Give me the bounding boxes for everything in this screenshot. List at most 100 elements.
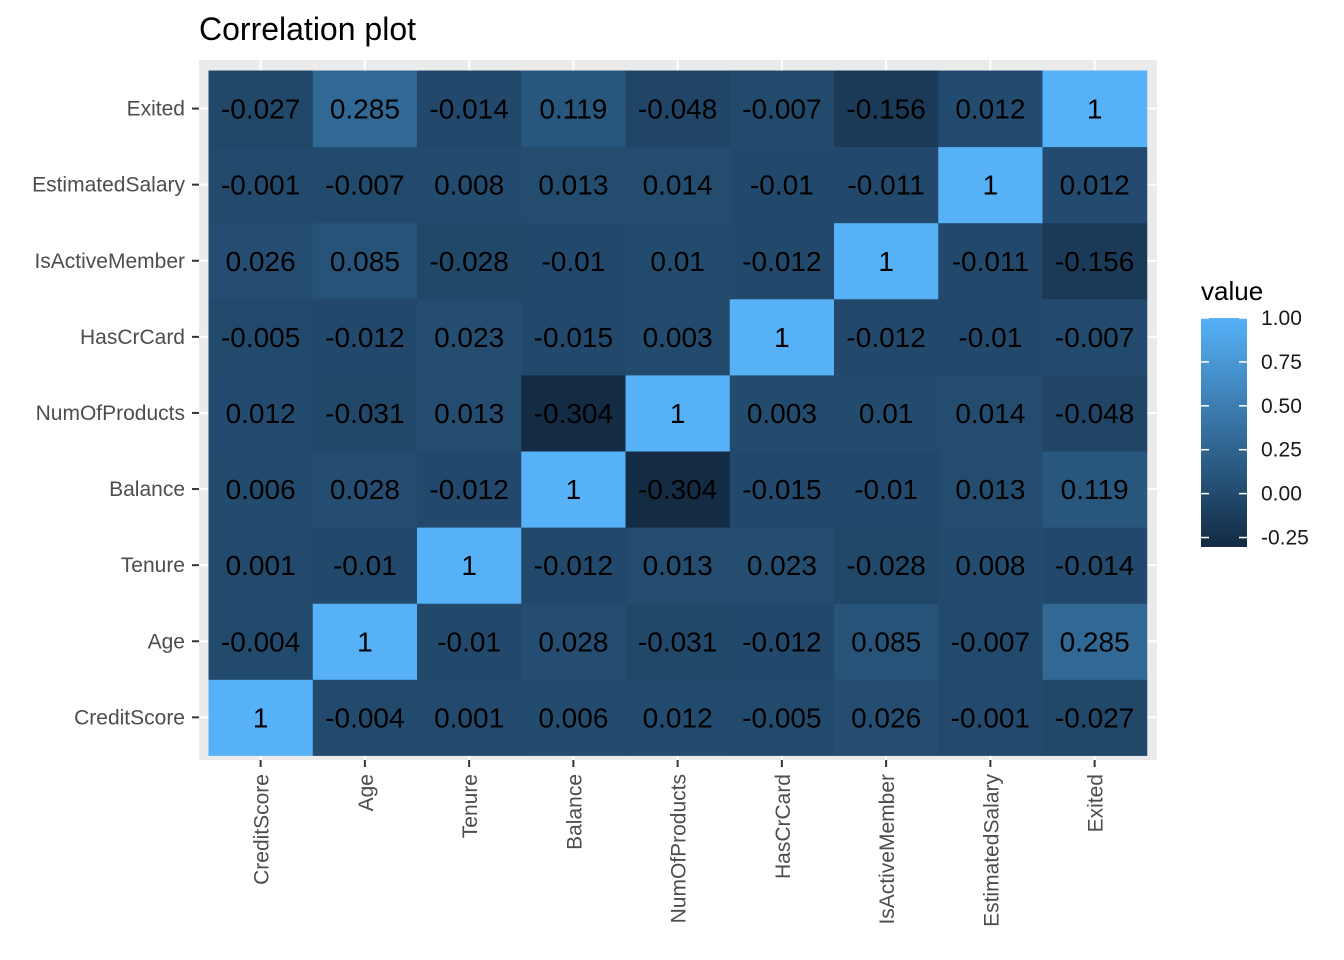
heatmap-cell	[521, 603, 626, 680]
cell-value-label: 0.008	[955, 550, 1025, 581]
x-axis: CreditScore Age Tenure Balance NumOfProducts…	[251, 760, 1108, 927]
cell-value-label: -0.015	[534, 322, 613, 353]
heatmap-cell	[521, 374, 626, 452]
y-tick-label: IsActiveMember	[34, 250, 185, 273]
heatmap-cell	[417, 527, 522, 604]
heatmap-cell	[625, 70, 731, 148]
heatmap-cell	[938, 451, 1043, 528]
y-tick-label: NumOfProducts	[36, 402, 185, 425]
cell-value-label: 0.023	[747, 550, 817, 581]
x-tick-label: EstimatedSalary	[980, 774, 1003, 927]
heatmap-cell	[521, 298, 626, 376]
heatmap-cell	[834, 603, 939, 680]
heatmap-cell	[834, 222, 939, 300]
cell-value-label: -0.01	[854, 474, 918, 505]
cell-value-label: 0.003	[643, 322, 713, 353]
x-tick-label: NumOfProducts	[668, 774, 691, 923]
y-tick-label: Balance	[109, 478, 185, 501]
heatmap-cell	[729, 222, 835, 300]
cell-value-label: 0.085	[851, 626, 921, 657]
cell-value-label: 1	[461, 550, 477, 581]
cell-value-label: -0.012	[846, 322, 925, 353]
cell-value-label: -0.001	[951, 702, 1030, 733]
heatmap-cell	[1042, 222, 1148, 300]
legend-title: value	[1201, 276, 1263, 306]
heatmap-cell	[417, 603, 522, 680]
cell-value-label: 0.006	[538, 702, 608, 733]
heatmap-cell	[834, 679, 939, 756]
heatmap-cell	[834, 146, 939, 224]
legend: value 1.00 0.75 0.50 0.25 0.00 -0.25	[1201, 276, 1309, 550]
heatmap-cell	[312, 222, 418, 300]
heatmap-cell	[938, 298, 1043, 376]
cell-value-label: -0.048	[1055, 398, 1134, 429]
heatmap-cell	[625, 603, 731, 680]
y-axis: CreditScore Age Tenure Balance NumOfProducts…	[32, 98, 199, 729]
heatmap-cell	[625, 527, 731, 604]
heatmap-cell	[521, 222, 626, 300]
cell-value-label: -0.012	[742, 626, 821, 657]
legend-tick-label: 0.25	[1261, 439, 1302, 462]
heatmap-cell	[625, 679, 731, 756]
heatmap-cell	[1042, 679, 1148, 756]
legend-tick-label: 0.50	[1261, 395, 1302, 418]
x-tick-label: HasCrCard	[772, 774, 795, 879]
heatmap-cell	[938, 527, 1043, 604]
heatmap-cell	[312, 451, 418, 528]
heatmap-cell	[417, 146, 522, 224]
y-tick-label: EstimatedSalary	[32, 174, 185, 197]
heatmap-cell	[521, 527, 626, 604]
x-tick-label: Tenure	[459, 774, 482, 838]
legend-tick-label: -0.25	[1261, 527, 1309, 550]
cell-value-label: -0.004	[221, 626, 300, 657]
cell-value-label: 0.012	[226, 398, 296, 429]
heatmap-cell	[417, 451, 522, 528]
heatmap-cell	[1042, 298, 1148, 376]
legend-ticks: 1.00 0.75 0.50 0.25 0.00 -0.25	[1201, 307, 1309, 550]
cell-value-label: -0.011	[952, 246, 1029, 277]
cell-value-label: -0.027	[221, 94, 300, 125]
heatmap-cell	[625, 298, 731, 376]
heatmap-cell	[729, 679, 835, 756]
heatmap-cell	[938, 679, 1043, 756]
heatmap-cell	[1042, 451, 1148, 528]
cell-value-label: -0.012	[325, 322, 404, 353]
heatmap-cell	[834, 298, 939, 376]
cell-value-label: 0.013	[434, 398, 504, 429]
heatmap-cell	[834, 374, 939, 452]
heatmap-cell	[1042, 527, 1148, 604]
cell-value-label: -0.031	[638, 626, 717, 657]
heatmap-cell	[521, 70, 626, 148]
heatmap-cell	[208, 679, 314, 756]
heatmap-cell	[208, 603, 314, 680]
cell-value-label: 1	[357, 626, 373, 657]
cell-value-label: -0.156	[1055, 246, 1134, 277]
cell-value-label: -0.304	[638, 474, 717, 505]
heatmap-cell	[312, 527, 418, 604]
heatmap-cell	[834, 451, 939, 528]
cell-value-label: 1	[253, 702, 269, 733]
cell-value-label: -0.011	[847, 170, 924, 201]
chart-title: Correlation plot	[199, 11, 416, 47]
legend-tick-label: 0.75	[1261, 351, 1302, 374]
cell-value-label: -0.005	[742, 702, 821, 733]
heatmap-cell	[625, 374, 731, 452]
cell-value-label: 0.001	[434, 702, 504, 733]
cell-value-label: 1	[878, 246, 894, 277]
heatmap-cell	[417, 374, 522, 452]
cell-value-label: -0.156	[846, 94, 925, 125]
cell-value-label: 0.01	[650, 246, 705, 277]
cell-value-label: 0.012	[1060, 170, 1130, 201]
cell-value-label: -0.005	[221, 322, 300, 353]
cell-value-label: -0.01	[333, 550, 397, 581]
cell-value-label: -0.027	[1055, 702, 1134, 733]
cell-value-label: -0.014	[1055, 550, 1134, 581]
cell-value-label: 1	[670, 398, 686, 429]
cell-value-label: 0.012	[643, 702, 713, 733]
cell-value-label: -0.004	[325, 702, 404, 733]
heatmap-cell	[521, 146, 626, 224]
cell-value-label: 0.026	[226, 246, 296, 277]
cell-value-label: 0.013	[643, 550, 713, 581]
cell-value-label: 0.085	[330, 246, 400, 277]
